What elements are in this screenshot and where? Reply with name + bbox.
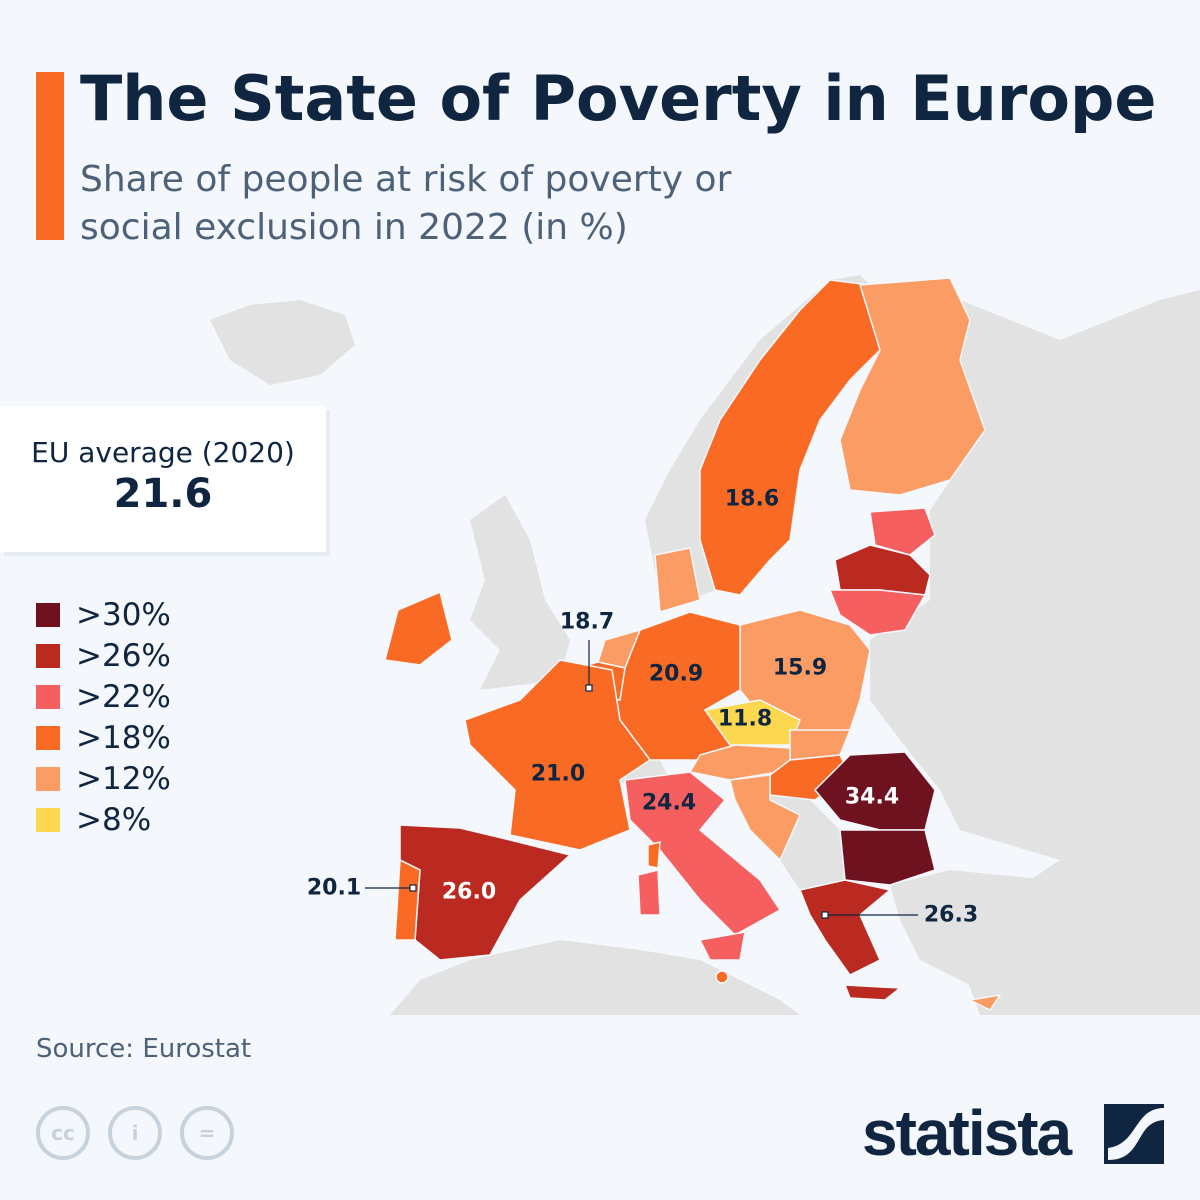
country-france [464,659,652,851]
legend-label: >12% [76,760,171,797]
legend-swatch [36,643,60,668]
legend-swatch [36,684,60,709]
source-note: Source: Eurostat [36,1034,252,1064]
label-spain: 26.0 [441,879,497,905]
legend-swatch [36,766,60,791]
country-estonia [869,507,936,556]
label-france: 21.0 [530,761,586,787]
label-italy: 24.4 [641,790,697,816]
country-portugal [394,858,421,941]
label-germany: 20.9 [648,661,704,687]
russia-east [870,290,1200,1015]
eu-average-value: 21.6 [113,471,213,517]
country-sweden [699,279,881,596]
country-italy [624,771,782,936]
label-poland: 15.9 [772,655,828,681]
cc-icon[interactable]: cc [36,1106,90,1160]
eu-average-box: EU average (2020) 21.6 [0,406,326,552]
country-cyprus [967,993,1002,1011]
legend-label: >18% [76,719,171,756]
legend-label: >26% [76,637,171,674]
legend-item: >18% [36,717,171,758]
legend-item: >12% [36,758,171,799]
label-sweden: 18.6 [724,486,780,512]
turkey [890,870,1200,1000]
country-sardinia [637,869,661,916]
country-sicily [698,931,746,961]
country-greece [798,879,892,976]
country-bulgaria [839,829,936,886]
country-slovenia-croatia [729,774,801,862]
country-romania [813,751,936,831]
country-finland [839,277,986,496]
country-corsica [647,841,661,869]
country-crete [843,984,903,1001]
legend-swatch [36,807,60,832]
country-denmark [654,547,701,613]
label-belgium: 18.7 [559,609,615,635]
label-greece: 26.3 [923,902,979,928]
legend-swatch [36,602,60,627]
page-title: The State of Poverty in Europe [80,62,1157,135]
legend-item: >26% [36,635,171,676]
legend-label: >8% [76,801,152,838]
legend-label: >30% [76,596,171,633]
attribution-icon[interactable]: i [108,1106,162,1160]
iceland [210,300,355,385]
eu-average-label: EU average (2020) [31,436,295,469]
legend-item: >8% [36,799,171,840]
label-romania: 34.4 [844,784,900,810]
legend-item: >22% [36,676,171,717]
legend-swatch [36,725,60,750]
leader-lines [365,640,918,919]
label-czechia: 11.8 [717,706,773,732]
country-malta [715,970,729,984]
uk [470,495,570,690]
label-portugal: 20.1 [306,875,362,901]
no-derivatives-icon[interactable]: = [180,1106,234,1160]
page-subtitle: Share of people at risk of poverty or so… [80,159,732,248]
eu-countries [384,277,1002,1011]
africa [390,940,800,1015]
country-lithuania [828,589,927,636]
country-ireland [384,590,453,666]
statista-logo[interactable]: statista [862,1097,1072,1169]
legend: >30% >26% >22% >18% >12% >8% [36,594,171,840]
country-latvia [834,544,931,596]
non-eu-land [210,275,1200,1015]
accent-bar [36,72,64,240]
legend-label: >22% [76,678,171,715]
legend-item: >30% [36,594,171,635]
statista-logo-icon [1104,1104,1164,1164]
